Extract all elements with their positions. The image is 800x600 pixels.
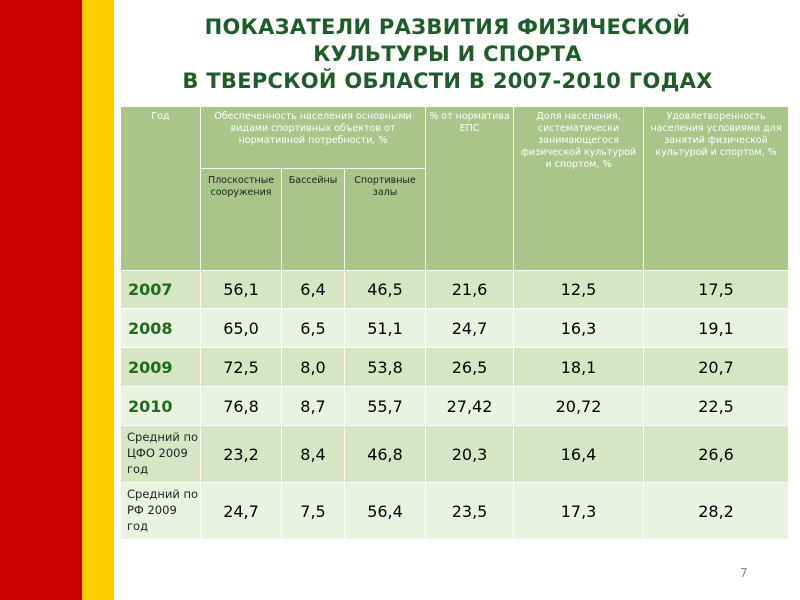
statistics-table: Год Обеспеченность населения основными в… bbox=[120, 106, 790, 540]
cell-satisfaction: 17,5 bbox=[643, 270, 790, 309]
cell-flat: 65,0 bbox=[200, 308, 282, 348]
cell-halls: 55,7 bbox=[343, 386, 427, 426]
table-row: Средний по РФ 2009 год 24,7 7,5 56,4 23,5 17,… bbox=[120, 482, 790, 540]
row-label: 2010 bbox=[120, 386, 201, 426]
cell-eps: 26,5 bbox=[425, 347, 515, 387]
title-line-2: КУЛЬТУРЫ И СПОРТА bbox=[313, 42, 582, 66]
header-year: Год bbox=[120, 106, 201, 271]
cell-satisfaction: 22,5 bbox=[643, 386, 790, 426]
cell-pools: 8,0 bbox=[281, 347, 345, 387]
cell-pools: 6,5 bbox=[281, 308, 345, 348]
subheader-halls: Спортивные залы bbox=[343, 168, 427, 271]
row-label: 2008 bbox=[120, 308, 201, 348]
cell-share: 16,3 bbox=[513, 308, 645, 348]
table-row: 2010 76,8 8,7 55,7 27,42 20,72 22,5 bbox=[120, 386, 790, 426]
row-label: 2009 bbox=[120, 347, 201, 387]
cell-flat: 23,2 bbox=[200, 425, 282, 483]
page-number: 7 bbox=[740, 566, 748, 580]
table-row: 2009 72,5 8,0 53,8 26,5 18,1 20,7 bbox=[120, 347, 790, 387]
cell-eps: 20,3 bbox=[425, 425, 515, 483]
cell-share: 12,5 bbox=[513, 270, 645, 309]
header-eps: % от норматива ЕПС bbox=[425, 106, 515, 271]
title-line-1: ПОКАЗАТЕЛИ РАЗВИТИЯ ФИЗИЧЕСКОЙ bbox=[204, 15, 691, 39]
header-satisfaction: Удовлетворенность населения условиями дл… bbox=[643, 106, 790, 271]
cell-flat: 72,5 bbox=[200, 347, 282, 387]
subheader-flat: Плоскостные сооружения bbox=[200, 168, 282, 271]
cell-halls: 56,4 bbox=[343, 482, 427, 540]
row-label: Средний по РФ 2009 год bbox=[120, 482, 201, 540]
cell-flat: 24,7 bbox=[200, 482, 282, 540]
cell-share: 20,72 bbox=[513, 386, 645, 426]
header-share: Доля населения, систематически занимающе… bbox=[513, 106, 645, 271]
row-label: 2007 bbox=[120, 270, 201, 309]
cell-halls: 51,1 bbox=[343, 308, 427, 348]
cell-eps: 27,42 bbox=[425, 386, 515, 426]
cell-halls: 46,8 bbox=[343, 425, 427, 483]
cell-pools: 8,4 bbox=[281, 425, 345, 483]
cell-eps: 23,5 bbox=[425, 482, 515, 540]
table-row: 2008 65,0 6,5 51,1 24,7 16,3 19,1 bbox=[120, 308, 790, 348]
cell-eps: 21,6 bbox=[425, 270, 515, 309]
cell-satisfaction: 28,2 bbox=[643, 482, 790, 540]
cell-share: 16,4 bbox=[513, 425, 645, 483]
table-body: 2007 56,1 6,4 46,5 21,6 12,5 17,5 2008 65,0 6,5 51… bbox=[120, 270, 790, 540]
cell-pools: 7,5 bbox=[281, 482, 345, 540]
cell-satisfaction: 20,7 bbox=[643, 347, 790, 387]
table-row: Средний по ЦФО 2009 год 23,2 8,4 46,8 20,3 16… bbox=[120, 425, 790, 483]
cell-satisfaction: 19,1 bbox=[643, 308, 790, 348]
cell-halls: 53,8 bbox=[343, 347, 427, 387]
cell-satisfaction: 26,6 bbox=[643, 425, 790, 483]
title-line-3: В ТВЕРСКОЙ ОБЛАСТИ В 2007-2010 ГОДАХ bbox=[182, 69, 713, 93]
yellow-stripe bbox=[82, 0, 114, 600]
table-row: 2007 56,1 6,4 46,5 21,6 12,5 17,5 bbox=[120, 270, 790, 309]
cell-eps: 24,7 bbox=[425, 308, 515, 348]
red-stripe bbox=[0, 0, 82, 600]
cell-pools: 6,4 bbox=[281, 270, 345, 309]
subheader-pools: Бассейны bbox=[281, 168, 345, 271]
cell-pools: 8,7 bbox=[281, 386, 345, 426]
header-provision: Обеспеченность населения основными видам… bbox=[199, 106, 427, 169]
cell-share: 17,3 bbox=[513, 482, 645, 540]
cell-flat: 56,1 bbox=[200, 270, 282, 309]
row-label: Средний по ЦФО 2009 год bbox=[120, 425, 201, 483]
cell-halls: 46,5 bbox=[343, 270, 427, 309]
cell-share: 18,1 bbox=[513, 347, 645, 387]
cell-flat: 76,8 bbox=[200, 386, 282, 426]
slide-title: ПОКАЗАТЕЛИ РАЗВИТИЯ ФИЗИЧЕСКОЙ КУЛЬТУРЫ … bbox=[120, 14, 775, 95]
